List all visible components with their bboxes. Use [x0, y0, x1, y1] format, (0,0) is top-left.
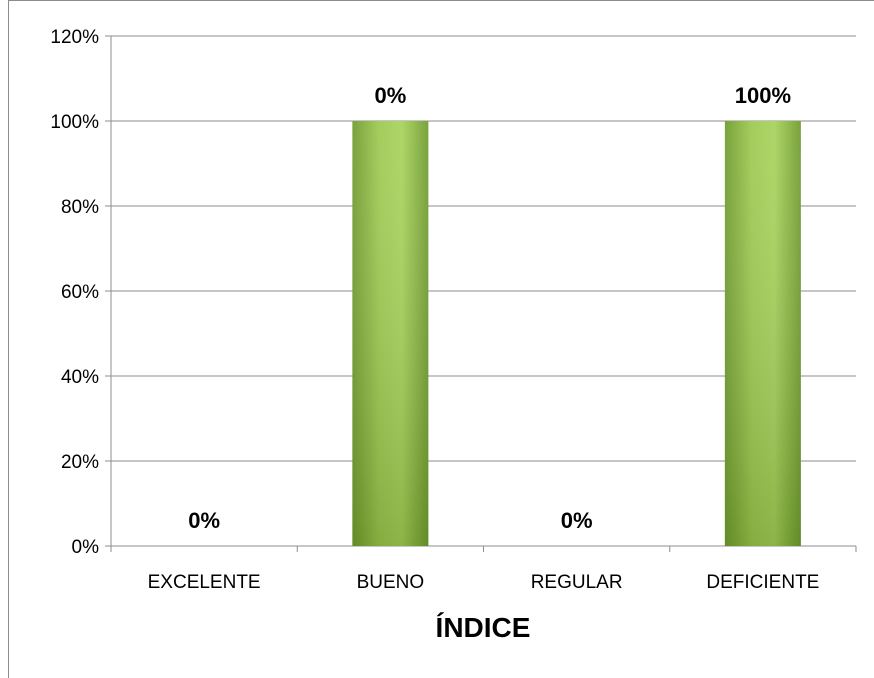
bar-shade — [352, 121, 429, 546]
y-tick-label: 120% — [50, 27, 99, 48]
category-label: DEFICIENTE — [706, 572, 819, 593]
bar-shade — [724, 121, 801, 546]
y-tick-label: 0% — [72, 537, 100, 558]
y-tick-label: 20% — [61, 452, 99, 473]
y-tick-label: 40% — [61, 367, 99, 388]
y-tick-label: 100% — [50, 112, 99, 133]
y-tick-label: 60% — [61, 282, 99, 303]
x-axis-title: ÍNDICE — [436, 612, 531, 643]
data-label: 0% — [374, 83, 406, 108]
chart-frame — [8, 0, 874, 678]
data-label: 100% — [735, 83, 791, 108]
y-tick-label: 80% — [61, 197, 99, 218]
category-label: EXCELENTE — [148, 572, 261, 593]
category-label: REGULAR — [531, 572, 623, 593]
labels: 0% 20% 40% 60% 80% 100% 120% EXCELENTE 0% BUENO 0%… — [50, 27, 819, 593]
category-label: BUENO — [357, 572, 425, 593]
data-label: 0% — [188, 508, 220, 533]
data-label: 0% — [561, 508, 593, 533]
bars — [352, 121, 801, 546]
